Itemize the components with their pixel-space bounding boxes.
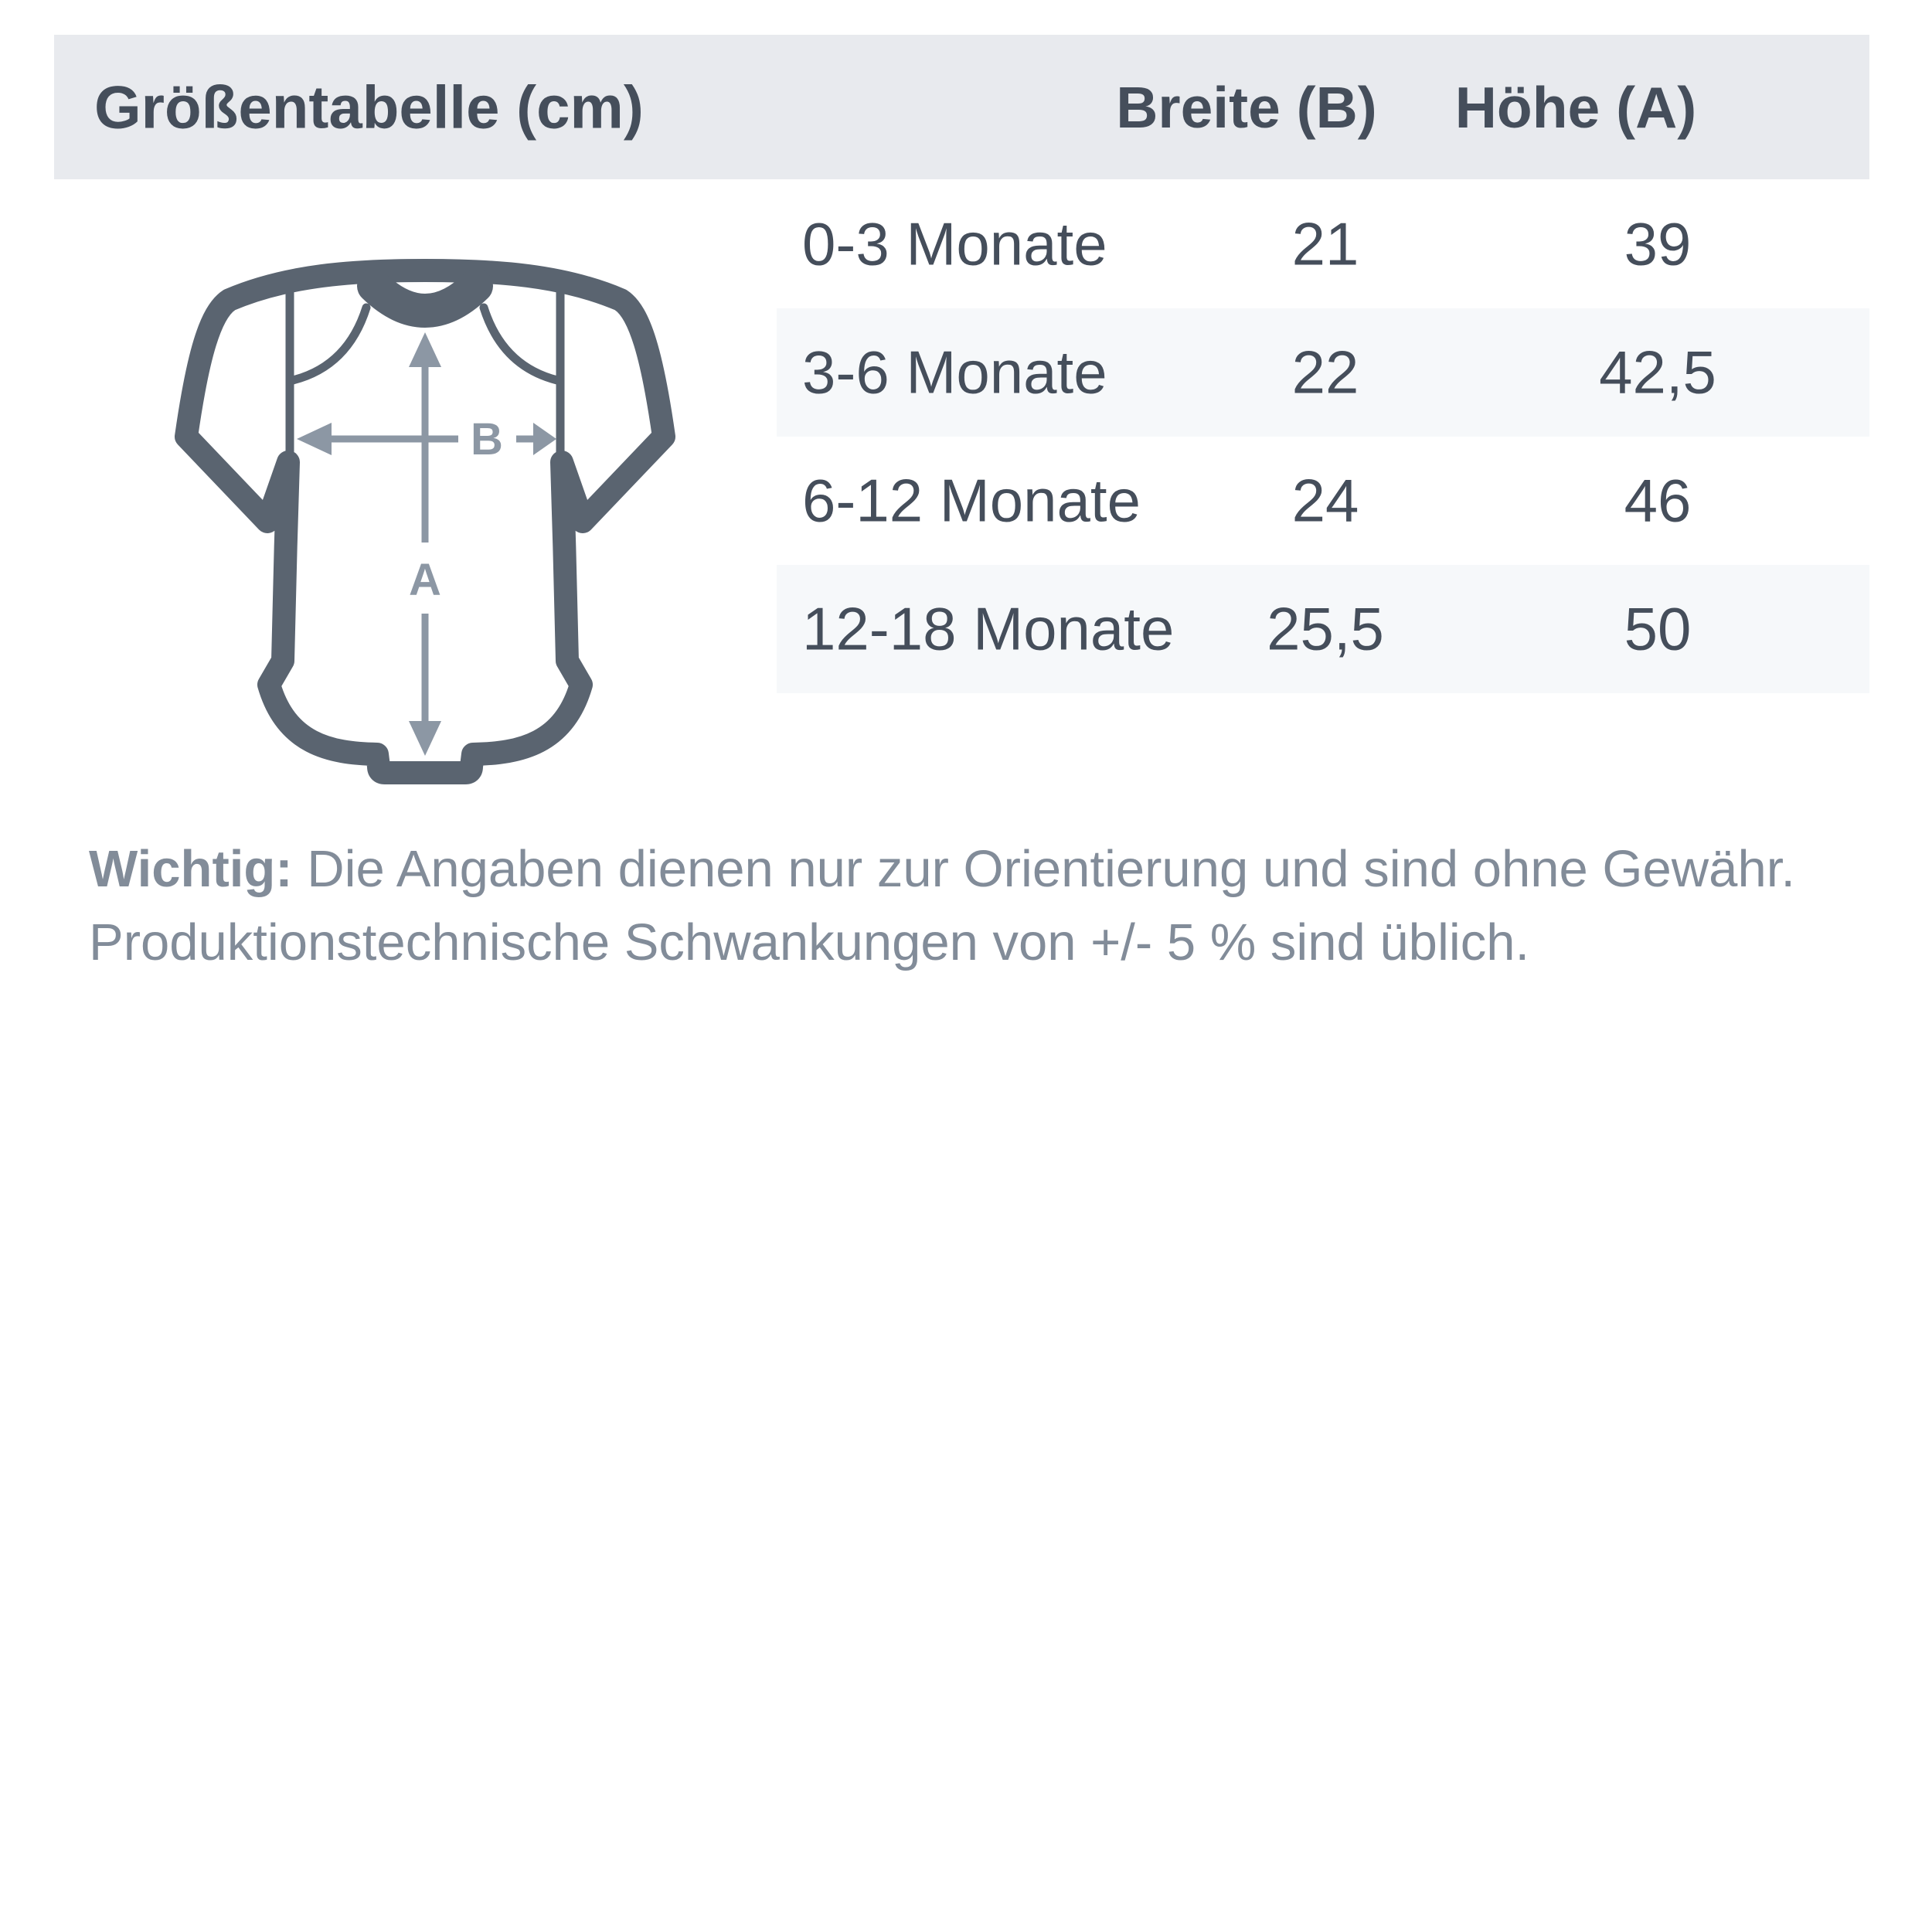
row-label: 0-3 Monate bbox=[802, 209, 1107, 278]
lap-shoulder-left bbox=[288, 303, 371, 385]
lap-shoulder-right bbox=[479, 303, 562, 385]
note-line-1-text: Die Angaben dienen nur zur Orientierung … bbox=[292, 840, 1795, 898]
row-stripe bbox=[777, 308, 1869, 437]
cell-breite: 24 bbox=[1291, 466, 1359, 535]
note-line-2: Produktionstechnische Schwankungen von +… bbox=[89, 913, 1530, 971]
cell-breite: 22 bbox=[1291, 338, 1359, 406]
disclaimer-note: Wichtig: Die Angaben dienen nur zur Orie… bbox=[89, 832, 1795, 979]
height-arrow: A bbox=[409, 332, 441, 756]
cell-breite: 21 bbox=[1291, 209, 1359, 278]
arrow-left-icon bbox=[297, 423, 332, 455]
neckline bbox=[357, 269, 493, 328]
width-arrow: B bbox=[297, 414, 556, 464]
row-label: 12-18 Monate bbox=[802, 594, 1175, 663]
cell-hoehe: 42,5 bbox=[1599, 338, 1716, 406]
table-row: 3-6 Monate 22 42,5 bbox=[0, 308, 1932, 437]
arrow-right-icon bbox=[533, 423, 556, 455]
row-stripe bbox=[777, 565, 1869, 693]
row-label: 6-12 Monate bbox=[802, 466, 1141, 535]
column-header-hoehe: Höhe (A) bbox=[1454, 74, 1697, 140]
table-header-band: Größentabelle (cm) Breite (B) Höhe (A) bbox=[54, 35, 1869, 179]
cell-breite: 25,5 bbox=[1267, 594, 1384, 663]
column-header-breite: Breite (B) bbox=[1116, 74, 1377, 140]
baby-bodysuit-diagram-icon: A B bbox=[175, 259, 675, 784]
note-emphasis: Wichtig: bbox=[89, 840, 293, 898]
cell-hoehe: 39 bbox=[1624, 209, 1692, 278]
page-title: Größentabelle (cm) bbox=[94, 73, 644, 141]
arrow-up-icon bbox=[409, 332, 441, 367]
table-row: 0-3 Monate 21 39 bbox=[0, 180, 1932, 308]
cell-hoehe: 50 bbox=[1624, 594, 1692, 663]
note-line-1: Wichtig: Die Angaben dienen nur zur Orie… bbox=[89, 832, 1795, 906]
width-label: B bbox=[471, 414, 503, 464]
cell-hoehe: 46 bbox=[1624, 466, 1692, 535]
row-label: 3-6 Monate bbox=[802, 338, 1107, 406]
height-label: A bbox=[409, 555, 441, 605]
table-row: 6-12 Monate 24 46 bbox=[0, 437, 1932, 565]
arrow-down-icon bbox=[409, 721, 441, 756]
table-row: 12-18 Monate 25,5 50 bbox=[0, 565, 1932, 693]
